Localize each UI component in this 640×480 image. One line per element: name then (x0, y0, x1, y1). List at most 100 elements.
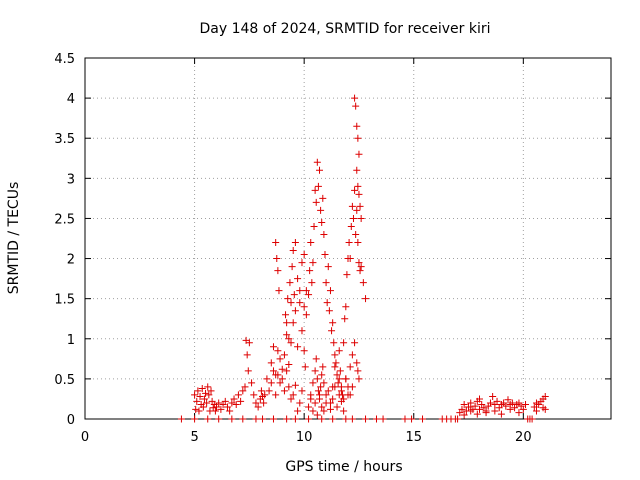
data-point (335, 347, 343, 355)
data-point (200, 395, 208, 403)
data-point (320, 379, 328, 387)
data-point (267, 379, 275, 387)
data-point (312, 355, 320, 363)
data-point (532, 407, 540, 415)
data-point (276, 355, 284, 363)
x-tick-label: 20 (515, 430, 532, 445)
data-point (491, 407, 499, 415)
data-point (213, 403, 220, 411)
data-point (283, 331, 291, 339)
x-tick-label: 5 (190, 430, 198, 445)
data-point (458, 405, 466, 413)
data-point (326, 405, 334, 413)
data-point (285, 360, 293, 368)
data-point (257, 387, 265, 395)
data-point (283, 415, 291, 423)
data-point (471, 402, 479, 410)
data-point (280, 387, 288, 395)
data-point (228, 415, 236, 423)
data-point (237, 397, 245, 405)
data-point (252, 415, 260, 423)
data-point (320, 407, 328, 415)
data-point (313, 375, 321, 383)
data-point (497, 410, 505, 418)
y-tick-label: 2.5 (54, 212, 75, 227)
data-point (203, 399, 211, 407)
data-point (326, 287, 334, 295)
data-point (337, 397, 345, 405)
data-point (245, 339, 253, 347)
data-point (230, 395, 238, 403)
y-axis-title: SRMTID / TECUs (6, 182, 22, 295)
data-point (353, 359, 361, 367)
data-point (204, 415, 212, 423)
data-point (320, 230, 328, 238)
data-point (191, 415, 199, 423)
data-point (460, 401, 468, 409)
data-point (272, 371, 280, 379)
data-point (353, 166, 361, 174)
data-point (401, 415, 409, 423)
data-point (318, 371, 326, 379)
data-point (332, 359, 340, 367)
data-point (314, 387, 322, 395)
data-point (342, 375, 350, 383)
data-point (419, 415, 427, 423)
data-point (305, 403, 313, 411)
grid-lines (85, 58, 611, 419)
data-point (355, 259, 363, 267)
data-point (372, 415, 380, 423)
data-point (202, 389, 210, 397)
data-point (348, 415, 356, 423)
data-point (362, 415, 370, 423)
data-point (300, 347, 308, 355)
data-point (244, 367, 252, 375)
data-point (239, 387, 247, 395)
data-point (541, 393, 549, 401)
data-point (215, 415, 223, 423)
data-point (306, 267, 314, 275)
data-point (460, 411, 468, 419)
data-point (506, 405, 514, 413)
data-point (341, 315, 349, 323)
data-point (285, 383, 293, 391)
data-point (355, 150, 363, 158)
y-tick-label: 4 (67, 92, 75, 107)
data-point (347, 222, 355, 230)
data-point (330, 339, 338, 347)
data-point (273, 255, 281, 263)
data-point (482, 409, 490, 417)
data-point (340, 339, 348, 347)
data-point (278, 365, 286, 373)
data-point (322, 279, 330, 287)
y-tick-label: 0.5 (54, 373, 75, 388)
data-point (252, 399, 260, 407)
data-point (232, 401, 240, 409)
data-point (284, 295, 292, 303)
data-point (515, 409, 523, 417)
data-point (329, 395, 337, 403)
data-point (302, 311, 310, 319)
data-point (476, 395, 483, 403)
data-point (351, 94, 359, 102)
data-point (331, 363, 339, 371)
data-point (353, 206, 361, 214)
data-point (317, 383, 325, 391)
data-point (282, 311, 290, 319)
y-tick-label: 2 (67, 253, 75, 268)
data-point (355, 375, 363, 383)
data-point (353, 122, 361, 130)
data-point (317, 206, 325, 214)
data-point (346, 255, 354, 263)
data-point (502, 402, 510, 410)
data-point (311, 186, 319, 194)
data-point (322, 399, 330, 407)
data-point (286, 279, 294, 287)
data-point (291, 381, 299, 389)
data-point (307, 395, 315, 403)
data-point (333, 371, 341, 379)
data-point (325, 307, 333, 315)
data-point (316, 166, 324, 174)
data-point (379, 415, 387, 423)
